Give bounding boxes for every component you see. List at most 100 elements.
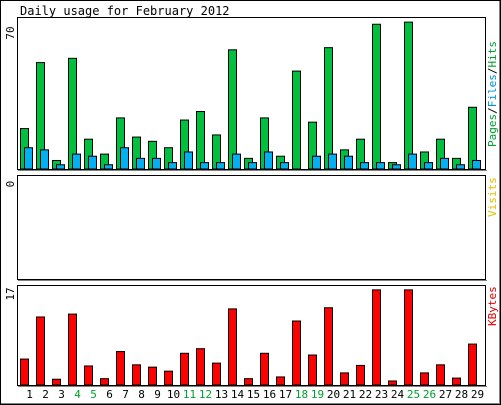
files-bar (168, 162, 177, 170)
kbytes-bar (100, 378, 109, 386)
kbytes-bar (132, 364, 141, 386)
day-label: 9 (154, 388, 161, 401)
kbytes-bar (260, 352, 269, 386)
kbytes-bar (68, 313, 77, 386)
kbytes-bar (148, 366, 157, 386)
day-label: 5 (90, 388, 97, 401)
day-label: 24 (391, 388, 405, 401)
day-label: 13 (215, 388, 228, 401)
chart-title: Daily usage for February 2012 (20, 4, 230, 18)
files-bar (40, 149, 49, 170)
files-bar (360, 162, 369, 170)
legend-pages: Pages (486, 114, 499, 147)
day-label: 21 (343, 388, 356, 401)
hits-bar (404, 21, 413, 170)
files-bar (248, 162, 257, 170)
files-bar (376, 162, 385, 170)
day-label: 16 (263, 388, 276, 401)
kbytes-bar (52, 378, 61, 386)
hits-bar (196, 111, 205, 170)
hits-bar (324, 47, 333, 170)
day-label: 4 (74, 388, 81, 401)
day-label: 27 (439, 388, 452, 401)
kbytes-bar (212, 362, 221, 386)
files-bar (136, 157, 145, 170)
kbytes-bar (404, 289, 413, 386)
kbytes-bar (84, 365, 93, 386)
day-label: 25 (407, 388, 420, 401)
legend-files: Files (486, 74, 499, 107)
kbytes-bar (244, 378, 253, 386)
legend-sep-1: / (486, 107, 499, 114)
day-label: 10 (167, 388, 180, 401)
kbytes-bar (116, 351, 125, 386)
kbytes-bar (388, 380, 397, 386)
kbytes-bar (308, 354, 317, 386)
kbytes-bar (356, 364, 365, 386)
files-bar (440, 157, 449, 170)
kbytes-bar (340, 372, 349, 386)
kbytes-bar (180, 352, 189, 386)
day-label: 23 (375, 388, 388, 401)
day-label: 11 (183, 388, 196, 401)
kbytes-bar (164, 370, 173, 386)
kbytes-scale-label: 17 (4, 287, 17, 300)
day-label: 29 (471, 388, 484, 401)
kbytes-bar (452, 377, 461, 386)
day-label: 6 (106, 388, 113, 401)
hits-bar (228, 49, 237, 170)
day-label: 22 (359, 388, 372, 401)
kbytes-bar (372, 289, 381, 386)
kbytes-bar (324, 307, 333, 386)
visits-scale-label: 0 (4, 181, 17, 188)
files-bar (408, 153, 417, 170)
files-bar (184, 151, 193, 170)
files-bar (232, 153, 241, 170)
day-label: 26 (423, 388, 436, 401)
kbytes-bar (36, 316, 45, 386)
files-bar (456, 164, 465, 170)
files-bar (56, 164, 65, 170)
files-bar (152, 157, 161, 170)
kbytes-bars-group (20, 289, 477, 386)
legend-sep-2: / (486, 68, 499, 75)
files-bar (280, 162, 289, 170)
kbytes-bar (228, 308, 237, 386)
hits-scale-label: 70 (4, 26, 17, 39)
hits-bar (292, 70, 301, 170)
hits-bar (372, 23, 381, 170)
files-bar (312, 155, 321, 170)
day-label: 3 (58, 388, 65, 401)
day-label: 19 (311, 388, 324, 401)
files-bar (216, 162, 225, 170)
kbytes-bar (468, 343, 477, 386)
files-bar (104, 164, 113, 170)
files-bar (120, 147, 129, 170)
day-label: 12 (199, 388, 212, 401)
files-bar (88, 155, 97, 170)
files-bar (328, 153, 337, 170)
files-bar (472, 159, 481, 170)
day-label: 15 (247, 388, 260, 401)
day-label: 14 (231, 388, 245, 401)
kbytes-bar (196, 348, 205, 386)
hits-bars-group (20, 21, 481, 170)
legend-hits: Hits (486, 41, 499, 68)
day-labels-group: 1 2 3 4 5 6 7 8 9 10 11 12 13 14 15 16 17 18 19 20 21 22 23 24 2… (26, 388, 484, 401)
kbytes-legend: KBytes (486, 286, 499, 326)
day-label: 1 (26, 388, 33, 401)
hits-legend: Pages/Files/Hits (486, 41, 499, 147)
hits-bar (468, 106, 477, 170)
kbytes-bar (276, 376, 285, 386)
files-bar (24, 147, 33, 170)
kbytes-bar (420, 372, 429, 386)
files-bar (200, 162, 209, 170)
files-bar (264, 151, 273, 170)
visits-legend: Visits (486, 177, 499, 217)
files-bar (424, 162, 433, 170)
day-label: 2 (42, 388, 49, 401)
day-label: 18 (295, 388, 308, 401)
kbytes-bar (292, 320, 301, 386)
